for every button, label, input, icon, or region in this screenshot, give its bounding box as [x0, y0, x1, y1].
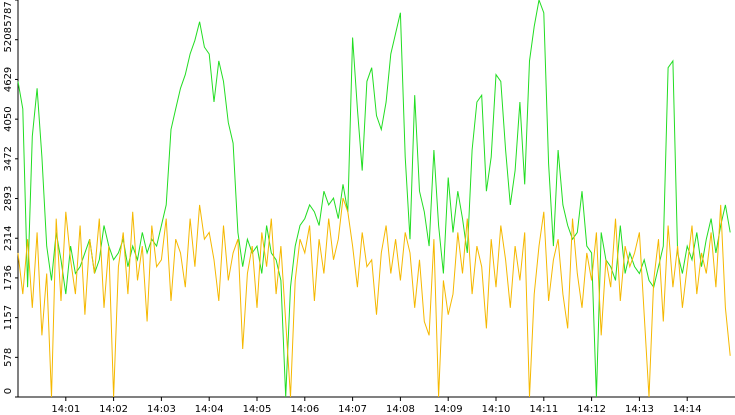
y-tick-label: 4629	[3, 67, 14, 92]
y-tick-label: 5787	[3, 1, 14, 26]
x-tick-label: 14:07	[338, 404, 367, 415]
x-tick-label: 14:09	[434, 404, 463, 415]
x-tick-label: 14:04	[195, 404, 224, 415]
x-tick-label: 14:11	[529, 404, 558, 415]
x-tick-label: 14:14	[673, 404, 702, 415]
series-line	[17, 197, 731, 398]
x-tick-label: 14:03	[147, 404, 176, 415]
y-tick-label: 4050	[3, 106, 14, 131]
y-tick-label: 2893	[3, 186, 14, 211]
y-tick-label: 5208	[3, 27, 14, 52]
x-tick-label: 14:06	[290, 404, 319, 415]
x-tick-label: 14:08	[386, 404, 415, 415]
y-tick-label: 1736	[3, 265, 14, 290]
y-tick-label: 0	[3, 388, 14, 394]
series-line	[17, 0, 731, 398]
x-tick-label: 14:13	[625, 404, 654, 415]
y-tick-label: 3472	[3, 146, 14, 171]
y-tick-label: 578	[3, 348, 14, 367]
y-tick-label: 2314	[3, 226, 14, 251]
x-tick-label: 14:01	[51, 404, 80, 415]
y-tick-label: 1157	[3, 305, 14, 330]
x-tick-label: 14:12	[577, 404, 606, 415]
x-tick-label: 14:05	[243, 404, 272, 415]
x-tick-label: 14:10	[482, 404, 511, 415]
x-tick-label: 14:02	[99, 404, 128, 415]
